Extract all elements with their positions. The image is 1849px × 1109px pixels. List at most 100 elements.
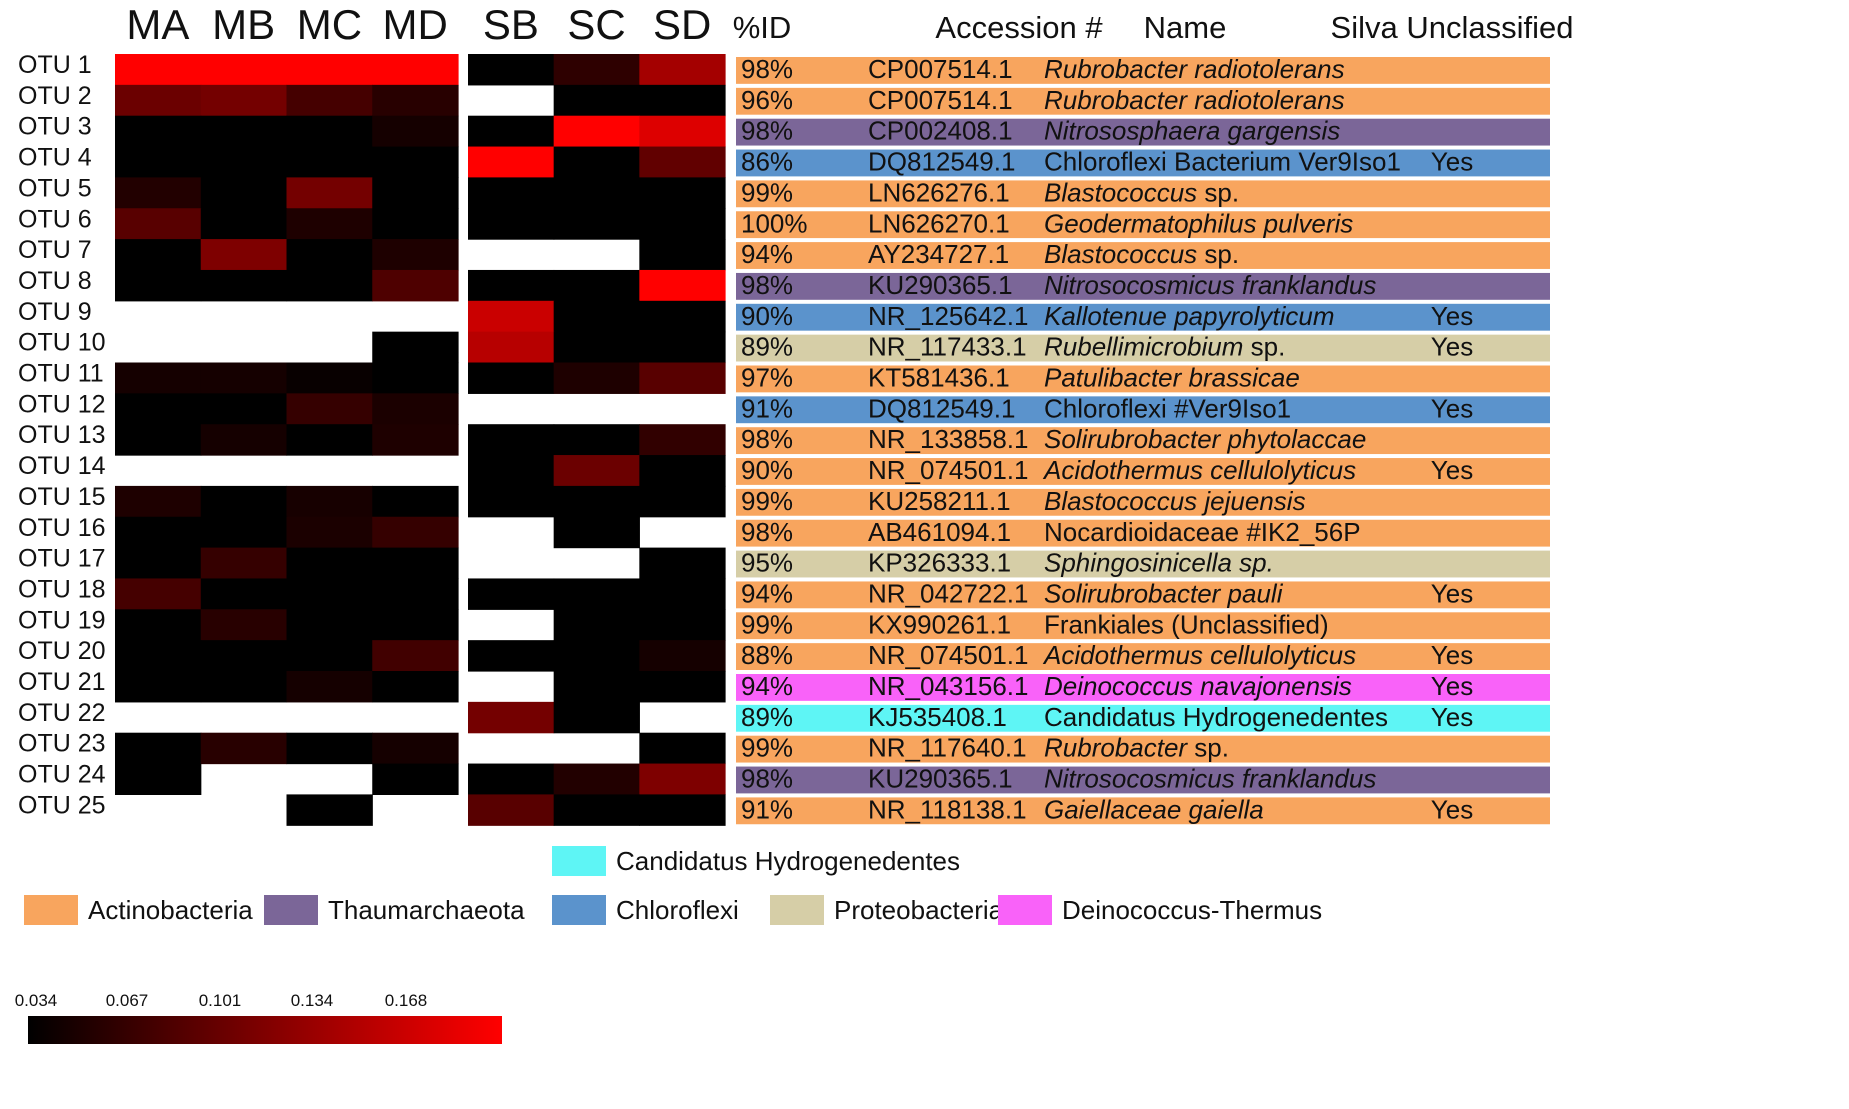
heat-cell-otu-20-sc: [553, 640, 640, 672]
heat-cell-otu-20-mc: [286, 640, 373, 672]
taxon-name: Candidatus Hydrogenedentes: [1044, 702, 1388, 732]
accession-number: NR_074501.1: [868, 640, 1028, 670]
heat-cell-otu-2-mb: [200, 84, 288, 117]
heat-cell-otu-21-md: [372, 671, 459, 703]
row-label-otu-6: OTU 6: [18, 205, 92, 233]
row-label-otu-23: OTU 23: [18, 730, 106, 758]
accession-number: KU258211.1: [868, 486, 1011, 516]
percent-id: 99%: [741, 733, 793, 763]
heat-cell-otu-18-mc: [286, 578, 373, 610]
color-scale: 0.034 0.067 0.101 0.134 0.168: [15, 991, 502, 1044]
accession-number: DQ812549.1: [868, 147, 1015, 177]
legend-label: Actinobacteria: [88, 895, 253, 925]
table-row: 86% DQ812549.1 Chloroflexi Bacterium Ver9I…: [736, 147, 1550, 177]
row-label-otu-11: OTU 11: [18, 360, 104, 388]
scale-tick-label: 0.134: [291, 991, 334, 1010]
row-label-otu-20: OTU 20: [18, 637, 106, 665]
percent-id: 99%: [741, 609, 793, 639]
heat-cell-otu-18-md: [372, 578, 459, 610]
taxon-name-suffix: sp.: [1187, 733, 1229, 763]
percent-id: 100%: [741, 208, 808, 238]
heat-cell-otu-20-sb: [468, 640, 555, 672]
phylum-row-background: [736, 766, 1550, 794]
heat-cell-otu-23-mb: [200, 732, 288, 765]
table-header-silva: Silva Unclassified: [1331, 10, 1574, 45]
heat-cell-otu-3-ma: [115, 115, 202, 148]
phylum-row-background: [736, 427, 1550, 455]
heat-cell-otu-17-md: [372, 547, 459, 580]
heat-cell-otu-19-mc: [286, 609, 373, 641]
percent-id: 98%: [741, 424, 793, 454]
heat-cell-otu-7-mb: [200, 239, 288, 271]
phylum-row-background: [736, 365, 1550, 393]
percent-id: 98%: [741, 54, 793, 84]
heat-cell-otu-21-sd: [639, 671, 726, 703]
table-row: 98% NR_133858.1 Solirubrobacter phytolacca…: [736, 424, 1550, 454]
legend-label: Thaumarchaeota: [328, 895, 525, 925]
phylum-legend: Candidatus Hydrogenedentes Actinobacteria…: [24, 846, 1322, 925]
taxon-name: Solirubrobacter phytolaccae: [1044, 424, 1366, 454]
accession-number: DQ812549.1: [868, 393, 1015, 423]
table-row: 91% DQ812549.1 Chloroflexi #Ver9Iso1 Yes: [736, 393, 1550, 423]
heat-cell-otu-8-ma: [115, 269, 202, 302]
table-header-name: Name: [1144, 10, 1227, 45]
legend-item-candidatus-hydrogenedentes: Candidatus Hydrogenedentes: [552, 846, 960, 876]
phylum-row-background: [736, 488, 1550, 516]
row-label-otu-8: OTU 8: [18, 267, 92, 295]
heat-cell-otu-24-ma: [115, 763, 202, 795]
table-row: 98% CP007514.1 Rubrobacter radiotolerans: [736, 54, 1550, 84]
legend-item-deinococcus-thermus: Deinococcus-Thermus: [998, 895, 1322, 925]
legend-item-proteobacteria: Proteobacteria: [770, 895, 1004, 925]
heat-cell-otu-20-ma: [115, 640, 202, 672]
phylum-row-background: [736, 242, 1550, 269]
taxon-name-main: Sphingosinicella sp.: [1044, 548, 1274, 578]
accession-number: NR_074501.1: [868, 455, 1028, 485]
table-row: 97% KT581436.1 Patulibacter brassicae: [736, 363, 1550, 393]
accession-number: KX990261.1: [868, 609, 1011, 639]
heat-cell-otu-11-ma: [115, 362, 202, 394]
heat-cell-otu-1-sc: [553, 54, 640, 86]
heat-cell-otu-8-mc: [286, 269, 373, 302]
column-header-mb: MB: [212, 1, 275, 48]
phylum-row-background: [736, 211, 1550, 239]
heat-cell-otu-4-ma: [115, 146, 202, 178]
heat-cell-otu-6-mc: [286, 208, 373, 240]
phylum-row-background: [736, 550, 1550, 578]
heat-cell-otu-16-md: [372, 516, 459, 549]
heat-cell-otu-21-sc: [553, 671, 640, 703]
heat-cell-otu-1-ma: [115, 54, 202, 86]
heat-cell-otu-22-sc: [553, 701, 640, 734]
phylum-row-background: [736, 458, 1550, 485]
heat-cell-otu-15-mc: [286, 485, 373, 518]
heat-cell-otu-13-md: [372, 424, 459, 456]
percent-id: 96%: [741, 85, 793, 115]
taxon-name-main: Geodermatophilus pulveris: [1044, 208, 1353, 238]
percent-id: 98%: [741, 764, 793, 794]
taxon-name-main: Solirubrobacter phytolaccae: [1044, 424, 1366, 454]
silva-unclassified: Yes: [1431, 393, 1473, 423]
accession-number: KJ535408.1: [868, 702, 1007, 732]
silva-unclassified: Yes: [1431, 702, 1473, 732]
taxon-name: Blastococcus sp.: [1044, 177, 1239, 207]
taxon-name: Rubrobacter radiotolerans: [1044, 54, 1345, 84]
heat-cell-otu-6-sb: [468, 208, 555, 240]
taxon-name: Chloroflexi #Ver9Iso1: [1044, 393, 1291, 423]
taxon-name-main: Candidatus Hydrogenedentes: [1044, 702, 1388, 732]
heat-cell-otu-25-sd: [639, 794, 726, 826]
phylum-row-background: [736, 303, 1550, 331]
taxon-name: Nocardioidaceae #IK2_56P: [1044, 517, 1361, 547]
column-header-ma: MA: [126, 1, 189, 48]
accession-number: AY234727.1: [868, 239, 1009, 269]
taxon-name-main: Acidothermus cellulolyticus: [1042, 455, 1356, 485]
heat-cell-otu-9-sb: [468, 300, 555, 333]
table-row: 99% NR_117640.1 Rubrobacter sp.: [736, 733, 1550, 763]
taxon-name-main: Blastococcus: [1044, 177, 1197, 207]
percent-id: 88%: [741, 640, 793, 670]
heat-cell-otu-5-sd: [639, 177, 726, 209]
taxon-name: Blastococcus sp.: [1044, 239, 1239, 269]
heat-cell-otu-25-sc: [553, 794, 640, 826]
heat-cell-otu-7-ma: [115, 239, 202, 271]
heat-cell-otu-24-sc: [553, 763, 640, 795]
heat-cell-otu-18-ma: [115, 578, 202, 610]
row-label-otu-19: OTU 19: [18, 606, 106, 634]
